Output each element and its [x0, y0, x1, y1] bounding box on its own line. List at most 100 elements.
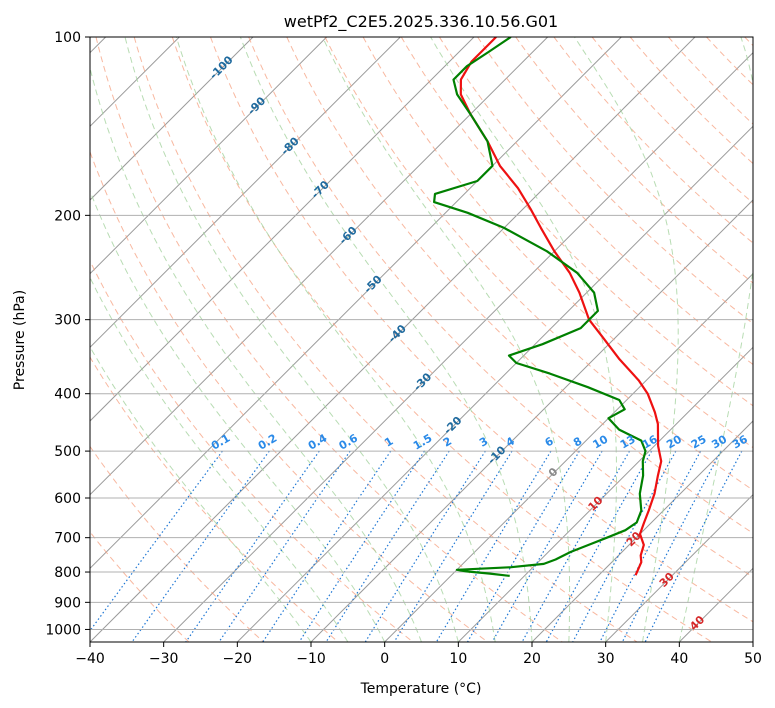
mixing-ratio-label: 1.5 [411, 432, 434, 453]
dry-adiabat-line [553, 37, 753, 244]
y-axis: 100 200 300 400 500 600 700 800 900 1000 [45, 30, 90, 638]
background-lines [90, 37, 753, 642]
moist-adiabat-line [574, 37, 679, 642]
moist-adiabat-line [430, 37, 617, 642]
mixing-ratio-label: 1 [382, 435, 395, 450]
y-tick-label: 500 [54, 444, 81, 460]
isotherm-line [90, 37, 696, 642]
sounding-curves [433, 37, 663, 577]
isotherm-line [678, 567, 753, 642]
mixing-ratio-line [218, 450, 351, 642]
dry-adiabat-line [591, 37, 753, 204]
mixing-ratio-line [393, 450, 513, 642]
x-tick-label: 50 [744, 651, 762, 667]
dry-adiabat-line [210, 37, 753, 623]
mixing-ratio-label: 0.4 [306, 431, 330, 452]
mixing-ratio-line [325, 450, 450, 642]
adiabat-label: -60 [337, 224, 360, 247]
dry-adiabat-line [362, 37, 753, 449]
dry-adiabat-line [90, 356, 339, 642]
mixing-ratio-line [599, 450, 702, 642]
moist-adiabat-line [90, 189, 386, 642]
mixing-ratio-line [298, 450, 425, 642]
dewpoint-profile-line [433, 37, 647, 577]
dry-adiabat-line [90, 259, 414, 642]
isotherm-line [90, 37, 328, 275]
mixing-ratio-label: 25 [689, 433, 709, 452]
mixing-ratio-label: 0.2 [256, 432, 279, 453]
moist-adiabat-line [90, 65, 422, 642]
x-tick-label: 40 [670, 651, 688, 667]
x-tick-label: 20 [523, 651, 541, 667]
isotherm-line [457, 346, 753, 642]
y-axis-label: Pressure (hPa) [12, 290, 28, 390]
isotherm-line [752, 641, 753, 642]
isotherm-line [605, 493, 753, 642]
isotherm-line [90, 37, 622, 570]
moist-adiabat-line [124, 37, 459, 642]
y-tick-label: 900 [54, 595, 81, 611]
moist-adiabat-line [90, 345, 312, 642]
adiabat-label: -100 [207, 53, 236, 82]
x-tick-label: −30 [149, 651, 179, 667]
mixing-ratio-line [364, 450, 486, 642]
dry-adiabat-line [90, 150, 488, 642]
dry-adiabat-line [248, 37, 753, 578]
mixing-ratio-line [621, 450, 722, 642]
dry-adiabat-line [744, 37, 753, 47]
x-axis: −40 −30 −20 −10 0 10 20 30 40 50 [75, 642, 762, 667]
mixing-ratio-line [545, 450, 653, 642]
mixing-ratio-label: 36 [730, 432, 750, 451]
y-tick-label: 300 [54, 313, 81, 329]
isotherm-line [163, 51, 753, 642]
mixing-ratio-label: 30 [709, 432, 729, 451]
temperature-profile-line [459, 37, 663, 576]
x-tick-label: −10 [296, 651, 326, 667]
dry-adiabat-line [286, 37, 753, 534]
dry-adiabat-line [90, 445, 264, 642]
x-tick-label: 30 [597, 651, 615, 667]
isotherm-line [90, 37, 475, 422]
moist-adiabat-line [322, 37, 571, 642]
chart-title: wetPf2_C2E5.2025.336.10.56.G01 [284, 12, 558, 32]
dry-adiabat-line [171, 37, 712, 642]
adiabat-label: -10 [485, 443, 508, 466]
isotherm-line [384, 272, 753, 642]
dry-adiabat-line [668, 37, 753, 125]
diagram-labels: 0.1 0.2 0.4 0.6 1 1.5 2 3 4 6 8 10 13 16 20 25 30 36-100-… [207, 53, 750, 633]
isotherm-line [90, 37, 254, 201]
adiabat-label: -30 [411, 370, 434, 393]
mixing-ratio-line [466, 450, 580, 642]
isotherm-line [90, 37, 549, 496]
isotherm-line [90, 37, 401, 349]
x-tick-label: −40 [75, 651, 105, 667]
y-tick-label: 800 [54, 565, 81, 581]
dry-adiabat-line [90, 531, 190, 642]
x-tick-label: 10 [449, 651, 467, 667]
y-tick-label: 400 [54, 387, 81, 403]
mixing-ratio-line [185, 450, 320, 642]
dry-adiabat-line [706, 37, 753, 86]
isotherm-line [236, 125, 753, 642]
adiabat-label: -90 [245, 94, 268, 117]
isotherm-line [531, 420, 753, 642]
x-axis-label: Temperature (°C) [360, 681, 482, 697]
adiabat-label: 30 [657, 570, 677, 590]
adiabat-label: -40 [386, 322, 409, 345]
moist-adiabat-line [175, 37, 496, 642]
mixing-ratio-label: 10 [591, 432, 611, 451]
dry-adiabat-line [95, 37, 563, 642]
mixing-ratio-label: 20 [664, 432, 684, 451]
mixing-ratio-line [572, 450, 677, 642]
mixing-ratio-label: 8 [571, 435, 584, 450]
mixing-ratio-line [435, 450, 552, 642]
moist-adiabat-line [90, 276, 349, 642]
pressure-gridlines [90, 37, 753, 630]
moist-adiabat-line [678, 37, 753, 642]
x-tick-label: 0 [380, 651, 389, 667]
adiabat-label: 40 [687, 613, 707, 633]
dry-adiabat-line [400, 37, 753, 407]
mixing-ratio-line [491, 450, 603, 642]
dry-adiabat-line [133, 37, 638, 642]
